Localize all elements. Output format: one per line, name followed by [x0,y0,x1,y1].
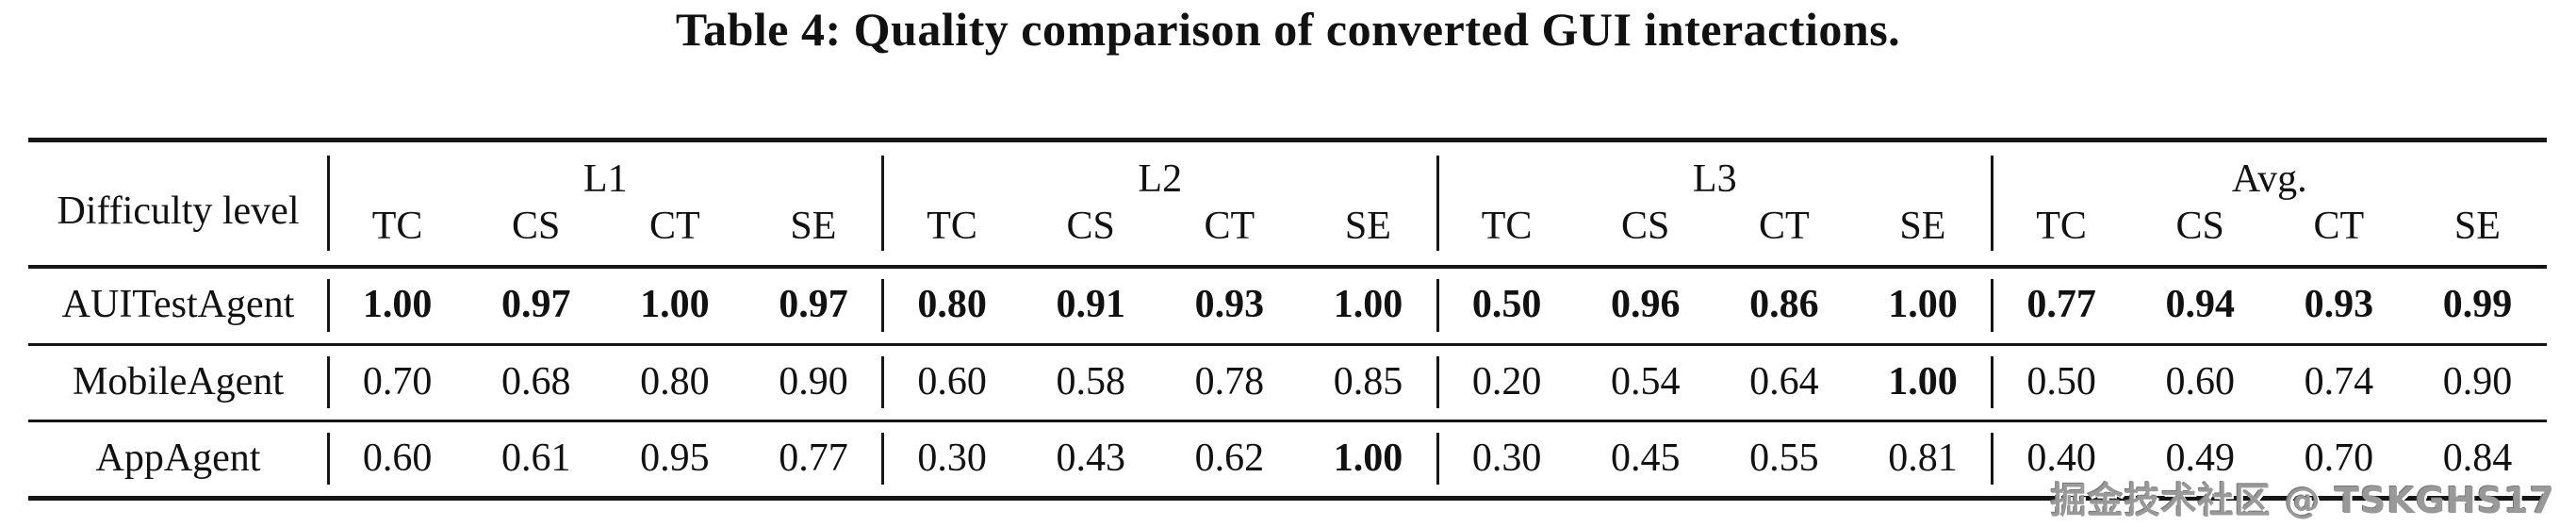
header-sub-row: TC CS CT SE TC CS CT SE TC CS CT SE TC C… [28,200,2547,270]
quality-comparison-table-container: Difficulty level L1 L2 L3 Avg. TC CS CT … [28,138,2547,501]
subheader-avg-se: SE [2407,201,2547,270]
cell: 0.96 [1576,267,1715,346]
subheader-avg-tc: TC [1990,200,2131,270]
cell: 0.45 [1610,436,1681,480]
subheader-l3-ct: CT [1715,201,1854,270]
cell: 0.60 [326,420,467,498]
cell: 0.64 [1715,344,1854,422]
cell: 0.62 [1194,436,1265,480]
table-row: MobileAgent 0.70 0.68 0.80 0.90 0.60 0.5… [28,344,2547,422]
subheader-l1-ct: CT [605,201,745,270]
cell: 0.30 [1436,420,1576,498]
cell: 1.00 [1298,267,1437,346]
cell: 0.43 [1056,436,1125,480]
table-caption: Table 4: Quality comparison of converted… [675,3,1901,56]
watermark: 掘金技术社区 @ TSKGHS17 [2050,480,2555,521]
cell: 0.85 [1298,344,1437,422]
cell: 0.94 [2130,267,2270,346]
subheader-l2-tc: TC [880,200,1022,270]
row-label-appagent: AppAgent [95,436,261,480]
cell: 0.50 [1436,267,1577,346]
subheader-l2-cs: CS [1021,201,1160,270]
cell: 0.60 [880,344,1022,422]
cell: 0.49 [2165,436,2235,480]
subheader-l2-ct: CT [1159,201,1299,270]
subheader-avg-ct: CT [2269,201,2408,270]
cell: 0.55 [1749,436,1819,480]
cell: 1.00 [605,267,745,346]
cell: 0.58 [1021,344,1160,422]
cell: 0.68 [467,344,606,422]
cell: 0.78 [1159,344,1299,422]
corner-header: Difficulty level [28,140,328,270]
subheader-l1-cs: CS [467,201,606,270]
table-row: AUITestAgent 1.00 0.97 1.00 0.97 0.80 0.… [28,267,2547,346]
cell: 0.80 [880,267,1022,346]
subheader-avg-cs: CS [2130,201,2270,270]
cell: 0.77 [1990,267,2131,346]
cell: 0.74 [2269,344,2408,422]
cell: 0.81 [1888,436,1958,480]
cell: 0.61 [500,436,571,480]
cell: 1.00 [1853,267,1993,346]
group-header-l1: L1 [326,140,883,202]
row-label-mobileagent: MobileAgent [28,344,328,422]
cell: 0.91 [1021,267,1160,346]
subheader-l3-se: SE [1853,201,1993,270]
subheader-l1-se: SE [744,201,883,270]
header-group-row: Difficulty level L1 L2 L3 Avg. [28,140,2548,270]
row-label-auitestagent: AUITestAgent [28,267,328,346]
cell: 0.70 [326,344,468,422]
cell: 0.50 [1990,344,2131,422]
cell: 0.90 [744,344,883,422]
cell: 0.97 [467,267,606,346]
table-row: AppAgent 0.60 0.61 0.95 0.77 0.30 0.43 0… [28,420,2547,498]
cell: 0.84 [2442,436,2513,480]
cell: 0.99 [2407,267,2547,346]
subheader-l3-cs: CS [1576,201,1715,270]
subheader-l3-tc: TC [1436,200,1577,270]
cell: 0.86 [1715,267,1854,346]
subheader-l1-tc: TC [326,200,468,270]
cell: 1.00 [1853,344,1993,422]
cell: 0.93 [2269,267,2408,346]
group-header-l3: L3 [1436,140,1993,202]
cell: 0.77 [779,436,848,480]
cell: 0.80 [605,344,745,422]
quality-comparison-table: Difficulty level L1 L2 L3 Avg. TC CS CT … [28,138,2547,501]
group-header-avg: Avg. [1991,140,2548,202]
subheader-l2-se: SE [1298,201,1437,270]
cell: 0.30 [880,420,1022,498]
cell: 1.00 [1333,436,1403,480]
cell: 0.40 [1990,420,2131,498]
cell: 1.00 [326,267,468,346]
cell: 0.95 [640,436,710,480]
cell: 0.70 [2304,436,2374,480]
cell: 0.60 [2130,344,2270,422]
cell: 0.54 [1576,344,1715,422]
cell: 0.93 [1159,267,1299,346]
cell: 0.90 [2407,344,2547,422]
cell: 0.97 [744,267,883,346]
cell: 0.20 [1436,344,1577,422]
group-header-l2: L2 [881,140,1438,202]
